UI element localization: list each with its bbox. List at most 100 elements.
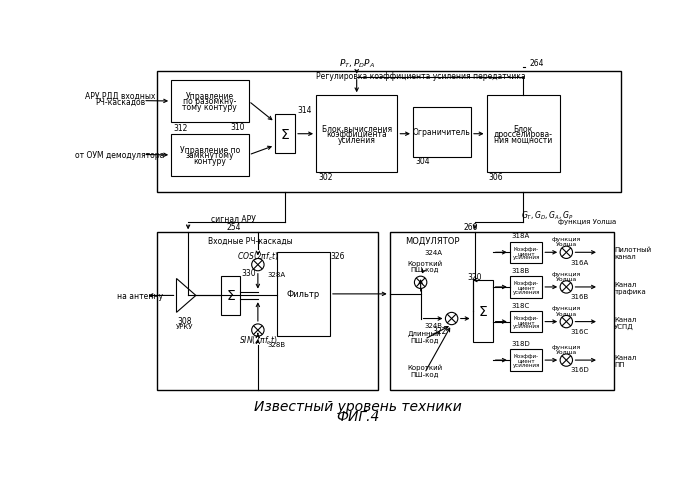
Text: 324B: 324B	[424, 322, 442, 328]
Bar	[487, 96, 560, 173]
Text: 326: 326	[331, 252, 345, 260]
Text: усиления: усиления	[512, 289, 540, 294]
Text: функция Уолша: функция Уолша	[558, 218, 617, 224]
Bar	[413, 108, 471, 157]
Text: ПШ-код: ПШ-код	[410, 265, 439, 271]
Bar	[157, 233, 378, 390]
Text: $P_T, P_DP_A$: $P_T, P_DP_A$	[339, 58, 375, 70]
Text: тому контуру: тому контуру	[182, 103, 237, 112]
Text: 316C: 316C	[570, 328, 589, 334]
Text: Канал: Канал	[614, 354, 637, 360]
Text: 320: 320	[467, 273, 482, 282]
Text: 324A: 324A	[424, 250, 442, 256]
Text: Коэффи-: Коэффи-	[514, 281, 539, 286]
Text: 254: 254	[227, 222, 241, 231]
Text: Уолша: Уолша	[556, 242, 577, 247]
Text: Ограничитель: Ограничитель	[413, 128, 471, 137]
Text: Уолша: Уолша	[556, 276, 577, 281]
Text: 312: 312	[173, 124, 188, 133]
Text: 328B: 328B	[267, 341, 285, 347]
Text: усиления: усиления	[512, 254, 540, 259]
Text: Блок вычисления: Блок вычисления	[322, 124, 391, 133]
Text: ПШ-код: ПШ-код	[410, 336, 439, 342]
Text: Коэффи-: Коэффи-	[514, 246, 539, 251]
Text: $COS(2\pi f_c t)$: $COS(2\pi f_c t)$	[237, 250, 279, 262]
Text: 306: 306	[489, 172, 503, 181]
Text: 318D: 318D	[511, 340, 530, 347]
Text: трафика: трафика	[614, 288, 646, 294]
Text: 310: 310	[230, 122, 245, 131]
Text: $\Sigma$: $\Sigma$	[477, 304, 488, 318]
Text: Известный уровень техники: Известный уровень техники	[254, 399, 462, 413]
Text: циент: циент	[517, 319, 535, 324]
Text: 318B: 318B	[511, 267, 530, 274]
Text: циент: циент	[517, 285, 535, 290]
Text: Фильтр: Фильтр	[287, 290, 320, 299]
Text: Коэффи-: Коэффи-	[514, 315, 539, 320]
Text: циент: циент	[517, 358, 535, 363]
Text: канал: канал	[614, 253, 636, 260]
Text: функция: функция	[552, 237, 581, 241]
Text: 316D: 316D	[570, 367, 589, 372]
Text: контуру: контуру	[194, 157, 226, 166]
Bar	[510, 349, 542, 371]
Bar	[473, 280, 493, 342]
Text: дросселирова-: дросселирова-	[493, 130, 553, 139]
Bar	[157, 72, 621, 193]
Text: усиления: усиления	[512, 362, 540, 367]
Bar	[389, 233, 614, 390]
Text: 302: 302	[318, 172, 333, 181]
Text: Управление по: Управление по	[180, 145, 240, 155]
Text: Уолша: Уолша	[556, 311, 577, 316]
Text: 330: 330	[242, 268, 257, 277]
Text: Канал: Канал	[614, 316, 637, 322]
Text: $SIN(2\pi f_c t)$: $SIN(2\pi f_c t)$	[238, 334, 277, 346]
Text: $G_T, G_D, G_A, G_P$: $G_T, G_D, G_A, G_P$	[521, 209, 573, 221]
Bar	[275, 115, 295, 154]
Text: функция: функция	[552, 306, 581, 311]
Bar	[316, 96, 397, 173]
Text: 316B: 316B	[570, 294, 589, 300]
Text: функция: функция	[552, 344, 581, 349]
Text: Блок: Блок	[514, 124, 533, 133]
Bar	[171, 81, 249, 123]
Text: Пилотный: Пилотный	[614, 247, 651, 252]
Text: ПП: ПП	[614, 361, 625, 367]
Text: ФИГ.4: ФИГ.4	[336, 408, 380, 423]
Text: сигнал АРУ: сигнал АРУ	[211, 215, 257, 224]
Text: $\Sigma$: $\Sigma$	[226, 289, 236, 303]
Text: 328A: 328A	[267, 271, 285, 277]
Text: 260: 260	[463, 222, 477, 231]
Text: $\Sigma$: $\Sigma$	[280, 128, 290, 142]
Text: 264: 264	[529, 59, 544, 68]
Text: Короткий: Короткий	[407, 364, 442, 371]
Text: замкнутому: замкнутому	[185, 151, 234, 160]
Text: Длинный: Длинный	[408, 329, 441, 336]
Bar	[222, 276, 240, 315]
Text: Коэффи-: Коэффи-	[514, 354, 539, 359]
Text: 314: 314	[297, 106, 312, 114]
Text: РЧ-каскадов: РЧ-каскадов	[95, 97, 145, 107]
Text: Канал: Канал	[614, 281, 637, 287]
Text: Регулировка коэффициента усиления передатчика: Регулировка коэффициента усиления переда…	[316, 72, 526, 81]
Text: ПШ-код: ПШ-код	[410, 371, 439, 376]
Text: от ОУМ демодулятора: от ОУМ демодулятора	[75, 151, 164, 160]
Bar	[510, 276, 542, 298]
Text: коэффициента: коэффициента	[326, 130, 387, 139]
Text: Управление: Управление	[186, 92, 234, 101]
Text: ния мощности: ния мощности	[494, 136, 552, 144]
Bar	[278, 252, 330, 336]
Bar	[171, 134, 249, 177]
Text: 316A: 316A	[570, 259, 589, 265]
Text: Короткий: Короткий	[407, 260, 442, 266]
Text: УРКУ: УРКУ	[175, 324, 193, 330]
Text: 304: 304	[415, 157, 430, 166]
Text: МОДУЛЯТОР: МОДУЛЯТОР	[405, 236, 459, 245]
Bar	[510, 311, 542, 333]
Text: на антенну: на антенну	[117, 291, 163, 300]
Text: циент: циент	[517, 250, 535, 255]
Text: функция: функция	[552, 271, 581, 276]
Text: 318A: 318A	[511, 233, 530, 239]
Text: Входные РЧ-каскады: Входные РЧ-каскады	[208, 236, 292, 245]
Text: усиления: усиления	[512, 324, 540, 329]
